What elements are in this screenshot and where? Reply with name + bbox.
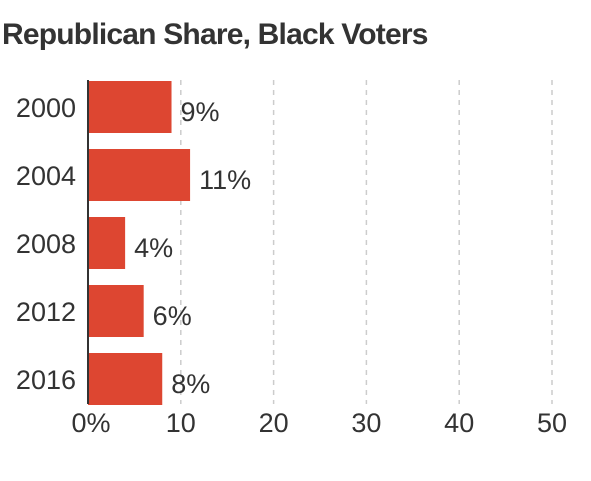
bar-2012 <box>88 285 144 337</box>
value-labels: 9% 11% 4% 6% 8% <box>134 97 251 399</box>
value-label-2012: 6% <box>153 301 192 331</box>
bar-2004 <box>88 149 191 201</box>
x-tick-label-0: 0% <box>71 408 110 438</box>
chart-title: Republican Share, Black Voters <box>2 18 428 51</box>
value-label-2016: 8% <box>171 369 210 399</box>
x-tick-label-40: 40 <box>444 408 474 438</box>
category-label-2012: 2012 <box>16 297 76 327</box>
bar-2016 <box>88 353 163 405</box>
x-tick-label-20: 20 <box>259 408 289 438</box>
category-label-2016: 2016 <box>16 365 76 395</box>
x-tick-label-50: 50 <box>537 408 567 438</box>
category-labels: 2000 2004 2008 2012 2016 <box>16 93 76 395</box>
x-tick-label-10: 10 <box>166 408 196 438</box>
value-label-2004: 11% <box>199 165 251 195</box>
x-tick-label-30: 30 <box>351 408 381 438</box>
category-label-2000: 2000 <box>16 93 76 123</box>
grid-lines <box>180 80 553 404</box>
value-label-2000: 9% <box>181 97 220 127</box>
x-tick-labels: 0% 10 20 30 40 50 <box>71 408 567 438</box>
category-label-2008: 2008 <box>16 229 76 259</box>
bar-2008 <box>88 217 126 269</box>
bar-2000 <box>88 81 172 133</box>
value-label-2008: 4% <box>134 233 173 263</box>
category-label-2004: 2004 <box>16 161 76 191</box>
bars <box>88 81 191 405</box>
